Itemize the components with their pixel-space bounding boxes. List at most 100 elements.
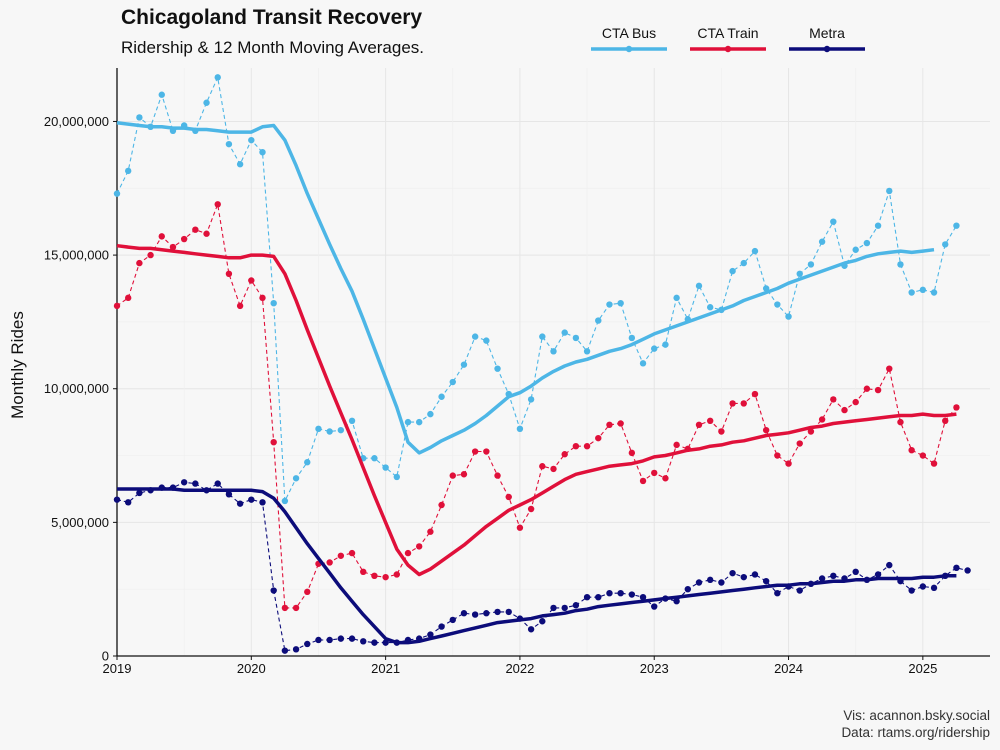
cta-train-point [908, 447, 915, 454]
metra-point [606, 589, 613, 597]
cta-train-point [841, 406, 848, 414]
cta-bus-point [561, 329, 568, 336]
x-tick-label: 2025 [908, 661, 937, 676]
cta-train-point [169, 243, 177, 251]
metra-point [113, 496, 121, 503]
metra-point [550, 604, 557, 612]
cta-bus-point [539, 333, 546, 340]
cta-train-point [360, 568, 367, 576]
metra-point [852, 568, 859, 576]
cta-train-point [673, 441, 680, 449]
metra-point [460, 610, 468, 617]
metra-point [886, 561, 893, 569]
metra-point [225, 491, 233, 498]
cta-bus-point [315, 425, 322, 433]
cta-bus-point [807, 261, 815, 268]
metra-point [617, 589, 624, 597]
metra-point [124, 499, 132, 506]
cta-bus-point [919, 286, 927, 294]
cta-bus-point [527, 396, 535, 403]
cta-bus-point [415, 418, 423, 426]
cta-bus-point [371, 455, 378, 462]
x-tick-label: 2023 [640, 661, 669, 676]
x-tick-label: 2020 [237, 661, 266, 676]
cta-bus-point [113, 190, 121, 197]
cta-bus-point [751, 247, 759, 255]
metra-point [270, 587, 277, 594]
cta-train-point [158, 233, 165, 240]
cta-train-point [729, 400, 736, 407]
cta-bus-point [471, 333, 479, 340]
cta-train-monthly-line [116, 202, 957, 609]
metra-point [494, 608, 501, 616]
cta-train-point [427, 528, 434, 535]
x-tick-label: 2019 [103, 661, 132, 676]
y-tick-label: 10,000,000 [44, 381, 109, 396]
metra-point [136, 489, 143, 497]
cta-bus-point [953, 222, 960, 229]
cta-train-point [415, 543, 423, 550]
cta-bus-point [908, 289, 915, 296]
metra-point [684, 585, 692, 593]
caption: Vis: acannon.bsky.social Data: rtams.org… [841, 707, 990, 741]
cta-train-point [807, 428, 815, 435]
cta-train-point [785, 460, 792, 467]
metra-point [796, 587, 803, 594]
cta-train-point [774, 452, 781, 459]
cta-bus-point [830, 218, 837, 225]
y-tick-label: 15,000,000 [44, 248, 109, 263]
cta-bus-point [494, 365, 501, 372]
metra-point [360, 638, 367, 645]
cta-train-point [471, 448, 479, 455]
metra-point [628, 591, 636, 598]
cta-train-point [483, 448, 490, 455]
metra-point [762, 577, 770, 585]
cta-train-point [953, 404, 960, 411]
cta-train-point [292, 604, 300, 612]
cta-bus-point [427, 410, 434, 418]
metra-moving-average-line [117, 487, 957, 645]
cta-train-point [404, 549, 412, 557]
cta-train-point [572, 442, 580, 450]
cta-bus-point [796, 270, 803, 277]
series-layer [113, 74, 971, 654]
cta-train-point [371, 572, 378, 580]
cta-train-point [919, 452, 927, 459]
metra-point [639, 594, 647, 601]
cta-bus-point [606, 301, 613, 308]
metra-point [236, 500, 244, 507]
x-tick-label: 2022 [505, 661, 534, 676]
cta-bus-point [483, 337, 490, 344]
cta-train-moving-average-line [116, 243, 957, 577]
cta-bus-point [438, 393, 445, 400]
metra-point [326, 636, 333, 644]
cta-train-point [583, 442, 591, 450]
cta-bus-moving-average-line [116, 121, 935, 455]
cta-train-point [527, 505, 535, 513]
metra-point [964, 567, 971, 574]
legend-key-point-cta-bus [625, 45, 633, 53]
cta-train-point [930, 460, 938, 467]
cta-train-point [874, 386, 882, 394]
cta-train-point [248, 277, 255, 284]
metra-point [561, 604, 568, 612]
legend-label-cta-bus: CTA Bus [602, 25, 656, 41]
cta-bus-point [662, 341, 669, 348]
metra-point [539, 618, 546, 625]
metra-point [908, 587, 915, 594]
cta-train-point [449, 472, 456, 479]
metra-point [382, 639, 389, 646]
cta-bus-point [818, 238, 826, 245]
metra-point [572, 602, 580, 609]
metra-point [292, 646, 300, 653]
cta-train-point [639, 477, 647, 485]
legend-key-point-metra [823, 45, 831, 53]
cta-bus-point [236, 161, 244, 168]
cta-train-point [214, 201, 221, 208]
cta-train-point [942, 417, 949, 424]
metra-point [651, 603, 658, 610]
metra-point [740, 573, 747, 581]
metra-point [259, 499, 266, 506]
metra-point [192, 480, 199, 487]
chart-subtitle: Ridership & 12 Month Moving Averages. [121, 38, 425, 57]
